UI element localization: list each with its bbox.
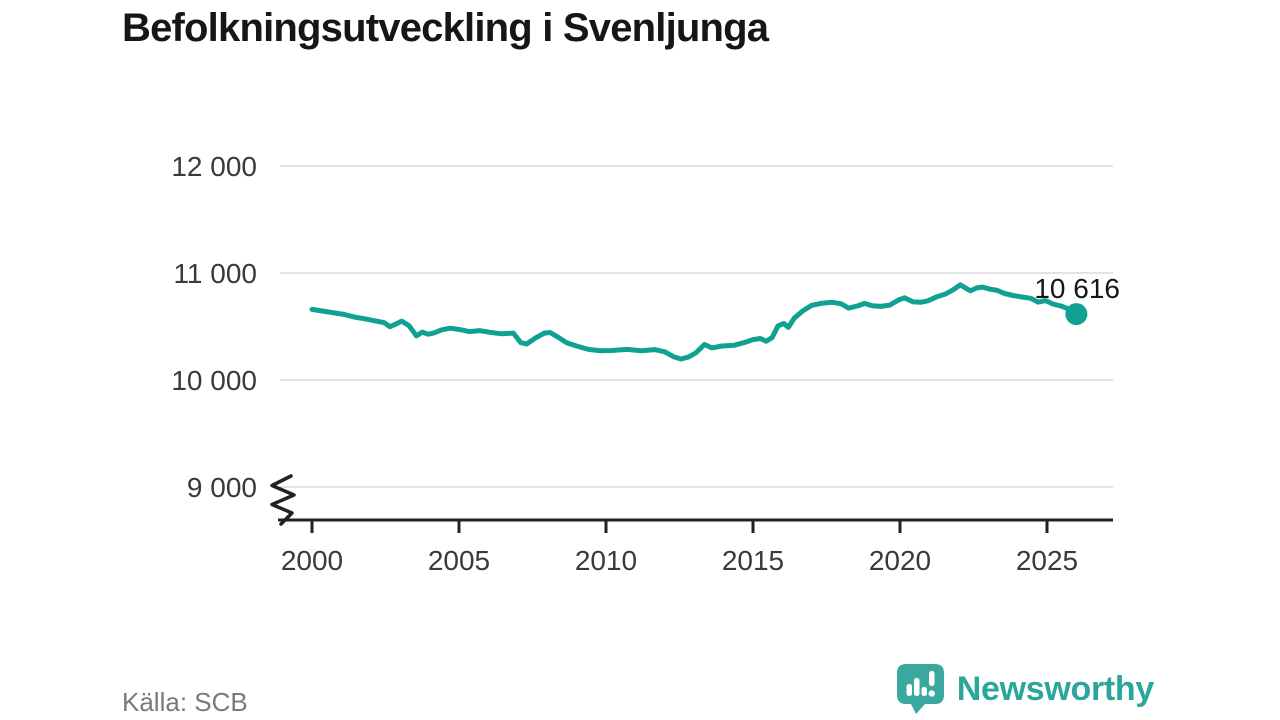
x-tick-label: 2020	[869, 545, 931, 576]
x-tick-label: 2005	[428, 545, 490, 576]
population-line	[309, 282, 1079, 362]
newsworthy-logo-icon	[896, 664, 944, 714]
x-tick-label: 2015	[722, 545, 784, 576]
latest-point-marker	[1065, 303, 1088, 326]
x-tick-label: 2000	[281, 545, 343, 576]
axis-break-icon	[270, 474, 296, 526]
chart-title: Befolkningsutveckling i Svenljunga	[122, 6, 769, 50]
x-tick-label: 2010	[575, 545, 637, 576]
y-tick-label: 10 000	[171, 365, 257, 396]
y-tick-label: 11 000	[173, 258, 257, 289]
y-tick-label: 12 000	[171, 151, 257, 182]
x-tick-label: 2025	[1016, 545, 1078, 576]
newsworthy-logo-text: Newsworthy	[956, 669, 1155, 708]
latest-value-label: 10 616	[1034, 273, 1120, 304]
source-label: Källa: SCB	[122, 687, 248, 717]
y-tick-label: 9 000	[187, 472, 257, 503]
newsworthy-logo: Newsworthy	[896, 664, 1155, 714]
